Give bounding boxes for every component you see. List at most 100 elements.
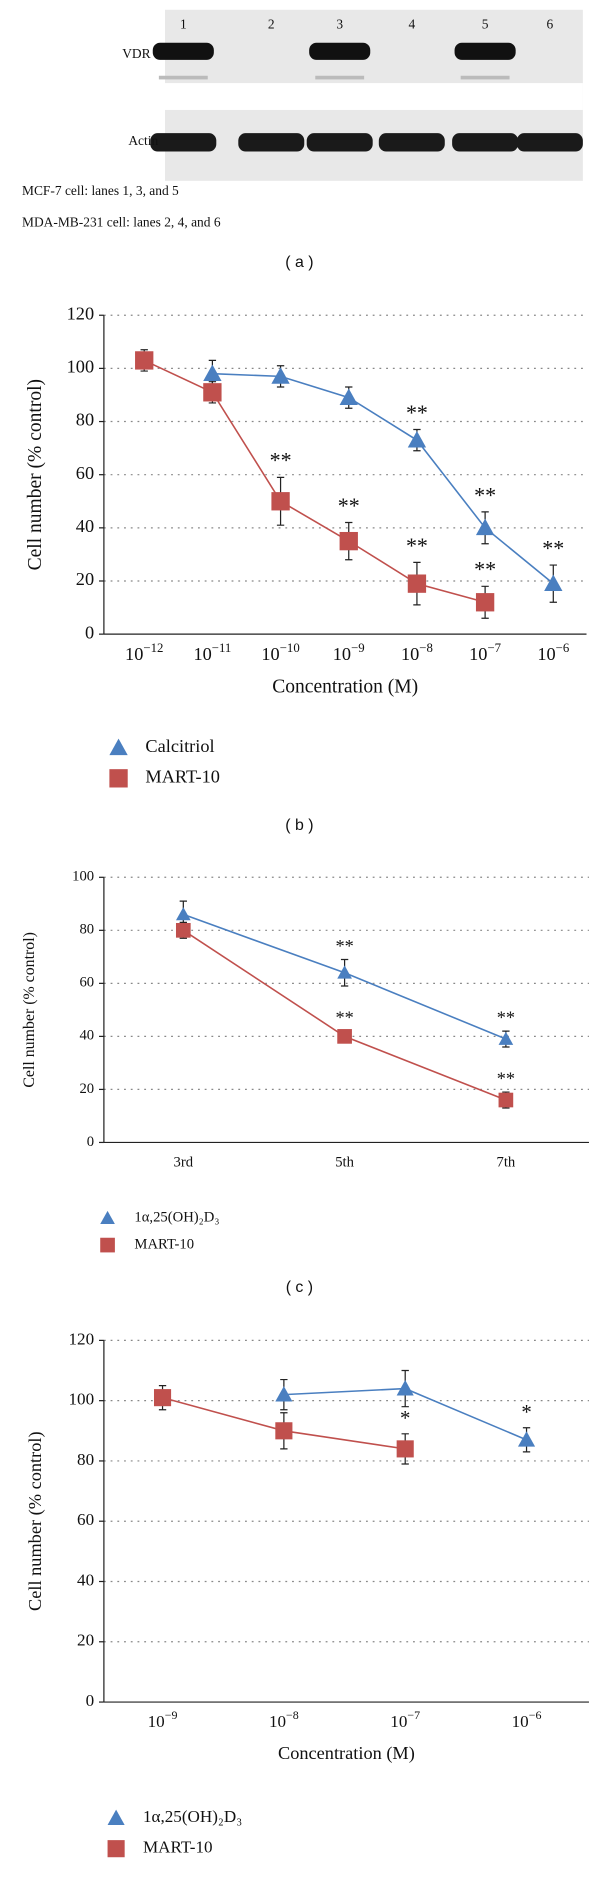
- significance-mark: **: [497, 1008, 515, 1028]
- triangle-marker: [498, 1031, 514, 1045]
- significance-mark: **: [542, 535, 564, 560]
- triangle-marker: [475, 518, 495, 536]
- panel-caption: ( c ): [286, 1279, 313, 1296]
- actin-band: [150, 133, 217, 152]
- lane-label: 6: [547, 17, 554, 32]
- x-tick-label: 10−9: [333, 641, 365, 665]
- y-tick-label: 60: [76, 463, 94, 483]
- y-tick-label: 120: [68, 1329, 94, 1348]
- significance-mark: **: [406, 400, 428, 425]
- triangle-marker: [517, 1431, 536, 1447]
- y-tick-label: 80: [79, 922, 94, 938]
- triangle-marker: [337, 965, 352, 979]
- lane-label: 4: [408, 17, 415, 32]
- square-marker: [203, 383, 222, 402]
- y-tick-label: 80: [77, 1450, 94, 1469]
- vdr-band: [152, 42, 214, 60]
- vdr-faint-band: [315, 75, 365, 80]
- x-tick-label: 5th: [335, 1155, 354, 1171]
- square-marker: [100, 1237, 115, 1253]
- triangle-marker: [109, 738, 128, 756]
- vdr-faint-band: [460, 75, 510, 80]
- significance-mark: *: [521, 1401, 531, 1424]
- x-tick-label: 10−8: [401, 641, 433, 665]
- x-tick-label: 10−9: [148, 1708, 178, 1731]
- triangle-marker: [407, 430, 427, 448]
- blot-note: MDA-MB-231 cell: lanes 2, 4, and 6: [22, 215, 221, 230]
- y-tick-label: 40: [79, 1028, 94, 1044]
- y-tick-label: 80: [76, 410, 94, 430]
- legend-label: MART-10: [143, 1838, 213, 1857]
- square-marker: [153, 1389, 172, 1407]
- square-marker: [275, 1422, 293, 1440]
- x-axis-label: Concentration (M): [272, 676, 418, 697]
- triangle-marker: [275, 1386, 293, 1402]
- square-marker: [396, 1440, 414, 1458]
- x-tick-label: 7th: [497, 1155, 516, 1171]
- y-tick-label: 60: [79, 975, 94, 991]
- y-axis-label: Cell number (% control): [25, 1431, 46, 1611]
- actin-band: [238, 133, 305, 152]
- y-tick-label: 100: [72, 869, 94, 885]
- triangle-marker: [175, 907, 191, 921]
- legend-label: MART-10: [134, 1236, 194, 1252]
- square-marker: [135, 351, 154, 370]
- series-line: [212, 372, 554, 585]
- triangle-marker: [100, 1210, 115, 1225]
- square-marker: [175, 922, 191, 938]
- triangle-marker: [107, 1809, 125, 1825]
- y-tick-label: 20: [76, 569, 94, 589]
- actin-band: [306, 133, 373, 152]
- triangle-marker: [396, 1380, 414, 1396]
- x-tick-label: 10−11: [193, 641, 231, 665]
- y-tick-label: 40: [77, 1570, 94, 1589]
- series-line: [143, 359, 486, 604]
- lane-label: 3: [336, 17, 343, 32]
- y-tick-label: 0: [86, 1691, 95, 1710]
- y-tick-label: 0: [87, 1134, 94, 1150]
- y-tick-label: 60: [77, 1510, 94, 1529]
- vdr-band: [309, 42, 371, 60]
- lane-label: 2: [268, 17, 275, 32]
- y-tick-label: 120: [67, 303, 94, 323]
- square-marker: [107, 1840, 125, 1858]
- square-marker: [337, 1029, 352, 1044]
- significance-mark: **: [335, 1008, 353, 1028]
- legend-label: 1α,25(OH)₂D₃: [143, 1807, 242, 1826]
- y-tick-label: 0: [85, 622, 94, 642]
- square-marker: [475, 593, 495, 612]
- x-axis-label: Concentration (M): [278, 1743, 415, 1764]
- triangle-marker: [544, 574, 563, 591]
- square-marker: [109, 769, 128, 788]
- y-tick-label: 100: [68, 1390, 94, 1409]
- triangle-marker: [271, 367, 290, 384]
- actin-band: [516, 133, 583, 152]
- x-tick-label: 10−12: [125, 641, 163, 665]
- square-marker: [407, 574, 427, 593]
- x-tick-label: 10−7: [390, 1708, 420, 1731]
- actin-band: [452, 133, 519, 152]
- y-tick-label: 100: [67, 357, 94, 377]
- significance-mark: **: [270, 448, 292, 473]
- square-marker: [498, 1092, 514, 1108]
- y-axis-label: Cell number (% control): [21, 932, 38, 1088]
- legend-label: 1α,25(OH)₂D₃: [134, 1210, 219, 1226]
- y-tick-label: 20: [77, 1631, 94, 1650]
- triangle-marker: [203, 364, 222, 382]
- panel-caption: ( a ): [285, 254, 313, 271]
- y-axis-label: Cell number (% control): [25, 379, 46, 570]
- blot-note: MCF-7 cell: lanes 1, 3, and 5: [22, 183, 179, 198]
- significance-mark: **: [335, 936, 353, 956]
- x-tick-label: 10−8: [269, 1708, 299, 1731]
- significance-mark: *: [400, 1407, 410, 1430]
- vdr-faint-band: [158, 75, 208, 80]
- x-tick-label: 10−6: [537, 641, 570, 665]
- lane-label: 5: [482, 17, 489, 32]
- y-tick-label: 40: [76, 516, 94, 536]
- actin-band: [378, 133, 445, 152]
- legend-label: MART-10: [145, 767, 220, 787]
- significance-mark: **: [497, 1069, 515, 1089]
- blot-gap: [164, 83, 583, 110]
